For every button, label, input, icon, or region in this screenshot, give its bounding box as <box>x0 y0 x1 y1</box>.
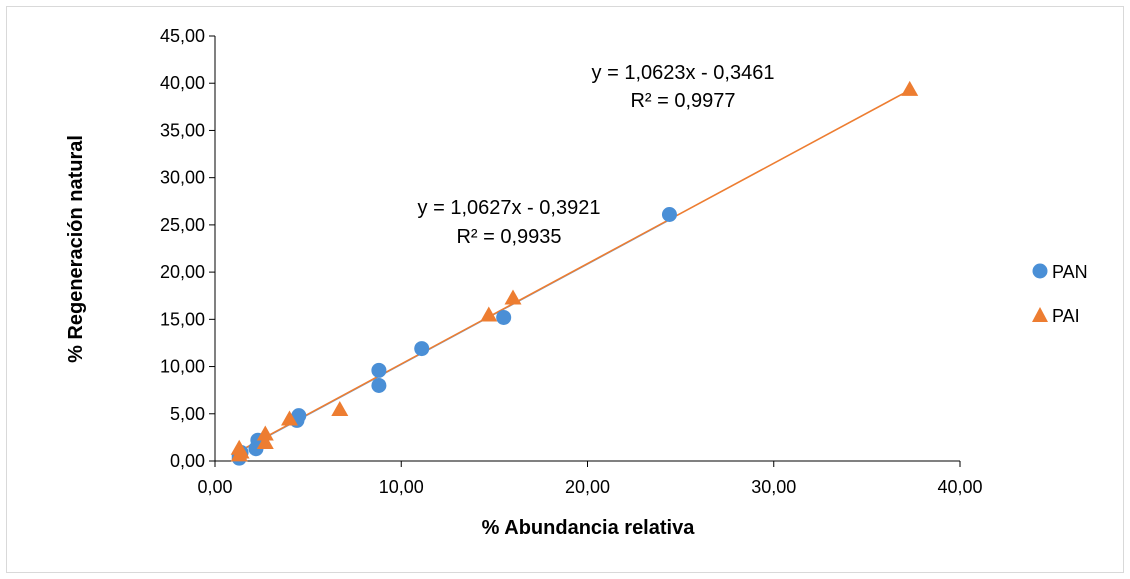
pan-point <box>496 309 512 325</box>
pan-point <box>371 362 387 378</box>
pai-point <box>901 80 919 96</box>
x-tick-label: 40,00 <box>937 477 982 497</box>
y-tick-label: 0,00 <box>170 451 205 471</box>
pan-point <box>414 341 430 357</box>
pai-equation: y = 1,0623x - 0,3461 <box>592 62 775 84</box>
x-axis-title: % Abundancia relativa <box>482 517 696 539</box>
x-tick-label: 30,00 <box>751 477 796 497</box>
x-tick-label: 20,00 <box>565 477 610 497</box>
pan-equation: y = 1,0627x - 0,3921 <box>418 197 601 219</box>
pai-point <box>480 306 498 322</box>
y-tick-label: 20,00 <box>160 262 205 282</box>
pan-point <box>661 207 677 222</box>
axes: 0,00 5,00 10,00 15,00 20,00 25,00 30,00 35,00 40… <box>160 26 983 497</box>
legend-pan-marker <box>1032 263 1048 279</box>
x-tick-label: 0,00 <box>197 477 232 497</box>
x-tick-label: 10,00 <box>379 477 424 497</box>
chart-frame <box>6 6 1124 573</box>
y-tick-label: 40,00 <box>160 73 205 93</box>
pai-point <box>504 289 522 305</box>
pai-point <box>232 443 250 459</box>
pan-r2: R² = 0,9935 <box>456 226 561 248</box>
legend-pan-label: PAN <box>1052 262 1088 282</box>
y-tick-label: 25,00 <box>160 215 205 235</box>
y-tick-label: 30,00 <box>160 168 205 188</box>
y-tick-label: 5,00 <box>170 404 205 424</box>
trendlines <box>238 89 911 453</box>
y-axis-title: % Regeneración natural <box>65 135 87 363</box>
y-tick-label: 10,00 <box>160 357 205 377</box>
pai-point <box>256 425 274 441</box>
y-tick-label: 45,00 <box>160 26 205 46</box>
pai-trendline <box>238 89 911 452</box>
pan-point <box>291 408 307 424</box>
legend: PAN PAI <box>1032 262 1088 326</box>
data-points <box>230 80 919 466</box>
pai-point <box>331 401 349 416</box>
y-tick-label: 35,00 <box>160 120 205 140</box>
pai-point <box>281 410 298 426</box>
pai-r2: R² = 0,9977 <box>630 90 735 112</box>
legend-pai-marker <box>1032 307 1048 322</box>
y-tick-label: 15,00 <box>160 309 205 329</box>
pai-point <box>256 434 274 450</box>
pan-point <box>371 377 387 393</box>
legend-pai-label: PAI <box>1052 306 1080 326</box>
